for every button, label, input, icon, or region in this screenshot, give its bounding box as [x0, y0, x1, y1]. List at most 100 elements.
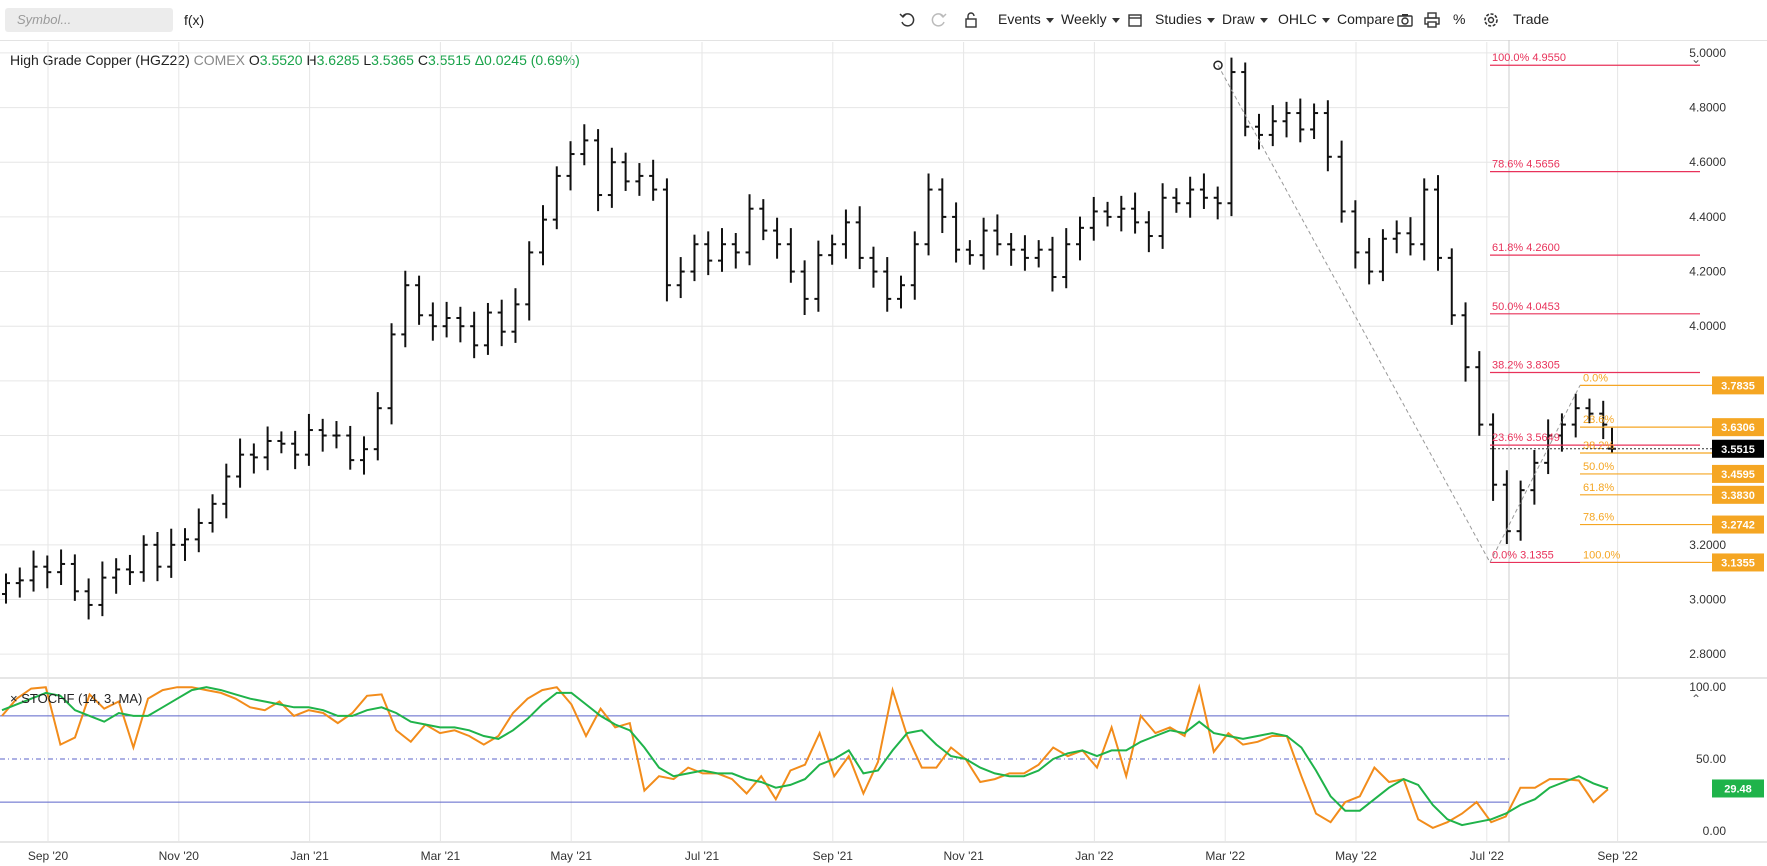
- close-value: 3.5515: [427, 52, 471, 68]
- collapse-chevron-icon[interactable]: ⌄: [1691, 52, 1702, 66]
- chevron-down-icon: [1206, 17, 1215, 23]
- instrument-name: High Grade Copper (HGZ22): [10, 52, 190, 68]
- fib-minor-label: 50.0%: [1583, 461, 1614, 473]
- price-tag-label: 3.2742: [1721, 520, 1755, 532]
- fib-anchor-marker: [1213, 60, 1223, 70]
- fib-major-label: 78.6% 4.5656: [1492, 159, 1560, 171]
- symbol-search-input[interactable]: Symbol...: [5, 8, 173, 32]
- ohlc-bar: [539, 205, 548, 266]
- ohlc-bar: [676, 257, 685, 299]
- ohlc-bar: [869, 246, 878, 288]
- chevron-down-icon: [1321, 17, 1330, 23]
- ohlc-bar: [236, 438, 245, 488]
- redo-icon[interactable]: [929, 10, 949, 30]
- ohlc-bar: [401, 270, 410, 348]
- price-tag: [1712, 485, 1764, 504]
- ohlc-bar: [360, 436, 369, 475]
- ohlc-bar: [1158, 183, 1167, 249]
- print-icon[interactable]: [1422, 10, 1442, 30]
- ohlc-bar: [428, 302, 437, 341]
- studies-dropdown[interactable]: Studies: [1155, 11, 1215, 27]
- close-icon[interactable]: ×: [10, 691, 18, 706]
- ohlc-bar: [1585, 398, 1594, 424]
- ohlc-bar: [373, 392, 382, 461]
- chevron-up-icon[interactable]: ⌃: [1691, 692, 1702, 706]
- ohlc-bar: [924, 173, 933, 256]
- compare-button[interactable]: Compare: [1337, 11, 1395, 27]
- price-tag-label: 3.3830: [1721, 490, 1755, 502]
- price-tag-label: 3.7835: [1721, 380, 1755, 392]
- ohlc-bar: [800, 260, 809, 316]
- function-button[interactable]: f(x): [184, 12, 205, 28]
- ohlc-bar: [1144, 211, 1153, 253]
- ohlc-bar: [263, 426, 272, 471]
- ohlc-bar: [1255, 113, 1264, 150]
- stoch-slow-line: [1, 686, 1609, 827]
- percent-toggle[interactable]: %: [1453, 11, 1466, 27]
- ohlc-bar: [15, 567, 24, 598]
- low-label: L: [363, 52, 372, 68]
- chart-style-dropdown[interactable]: OHLC: [1278, 11, 1330, 27]
- time-tick-label: Sep '20: [28, 849, 69, 863]
- ohlc-bar: [566, 141, 575, 191]
- price-tick-label: 4.6000: [1689, 155, 1726, 169]
- ohlc-bar: [1241, 62, 1250, 137]
- calendar-icon[interactable]: [1125, 10, 1145, 30]
- low-value: 3.5365: [371, 52, 414, 68]
- fib-major-label: 50.0% 4.0453: [1492, 301, 1560, 313]
- ohlc-bar: [607, 147, 616, 208]
- ohlc-bar: [1599, 400, 1608, 440]
- ohlc-bar: [277, 431, 286, 454]
- trade-button[interactable]: Trade: [1513, 11, 1550, 27]
- studies-label: Studies: [1155, 11, 1202, 27]
- price-tick-label: 4.4000: [1689, 210, 1726, 224]
- ohlc-bar: [208, 494, 217, 533]
- ohlc-bar: [855, 206, 864, 270]
- price-tag-label: 3.6306: [1721, 422, 1755, 434]
- events-label: Events: [998, 11, 1041, 27]
- undo-icon[interactable]: [897, 10, 917, 30]
- gear-icon[interactable]: [1481, 10, 1501, 30]
- ohlc-bar: [1131, 192, 1140, 234]
- camera-icon[interactable]: [1395, 10, 1415, 30]
- exchange-label: COMEX: [193, 52, 245, 68]
- ohlc-bar: [456, 306, 465, 343]
- price-tick-label: 4.2000: [1689, 265, 1726, 279]
- fib-major-label: 61.8% 4.2600: [1492, 242, 1560, 254]
- ohlc-bar: [635, 163, 644, 196]
- ohlc-bar: [1516, 480, 1525, 541]
- ohlc-bars: [2, 57, 1616, 620]
- quote-header: High Grade Copper (HGZ22) COMEX O3.5520 …: [10, 52, 580, 68]
- top-toolbar: Symbol... f(x) Events Weekly Studies Dra…: [0, 0, 1767, 41]
- interval-label: Weekly: [1061, 11, 1107, 27]
- ohlc-bar: [1489, 413, 1498, 501]
- interval-dropdown[interactable]: Weekly: [1061, 11, 1120, 27]
- draw-dropdown[interactable]: Draw: [1222, 11, 1268, 27]
- fib-minor-label: 38.2%: [1583, 440, 1614, 452]
- time-tick-label: Nov '20: [159, 849, 200, 863]
- ohlc-bar: [594, 129, 603, 212]
- price-tag-label: 3.4595: [1721, 469, 1755, 481]
- ohlc-bar: [1172, 188, 1181, 213]
- ohlc-bar: [1282, 101, 1291, 138]
- ohlc-bar: [1406, 217, 1415, 256]
- price-tag: [1712, 464, 1764, 483]
- ohlc-bar: [98, 561, 107, 617]
- time-tick-label: Jul '21: [685, 849, 720, 863]
- time-tick-label: Jul '22: [1470, 849, 1505, 863]
- ohlc-bar: [70, 554, 79, 601]
- events-dropdown[interactable]: Events: [998, 11, 1054, 27]
- ohlc-bar: [497, 299, 506, 347]
- chevron-down-icon: [1111, 17, 1120, 23]
- ohlc-bar: [1034, 240, 1043, 268]
- ohlc-bar: [759, 199, 768, 241]
- ohlc-bar: [649, 159, 658, 201]
- indicator-title[interactable]: × STOCHF (14, 3, MA): [10, 691, 142, 706]
- ohlc-bar: [1020, 235, 1029, 271]
- ohlc-bar: [387, 323, 396, 425]
- lock-icon[interactable]: [961, 10, 981, 30]
- ohlc-bar: [1117, 195, 1126, 232]
- close-label: C: [417, 52, 428, 68]
- ohlc-bar: [1007, 233, 1016, 266]
- ohlc-bar: [291, 430, 300, 470]
